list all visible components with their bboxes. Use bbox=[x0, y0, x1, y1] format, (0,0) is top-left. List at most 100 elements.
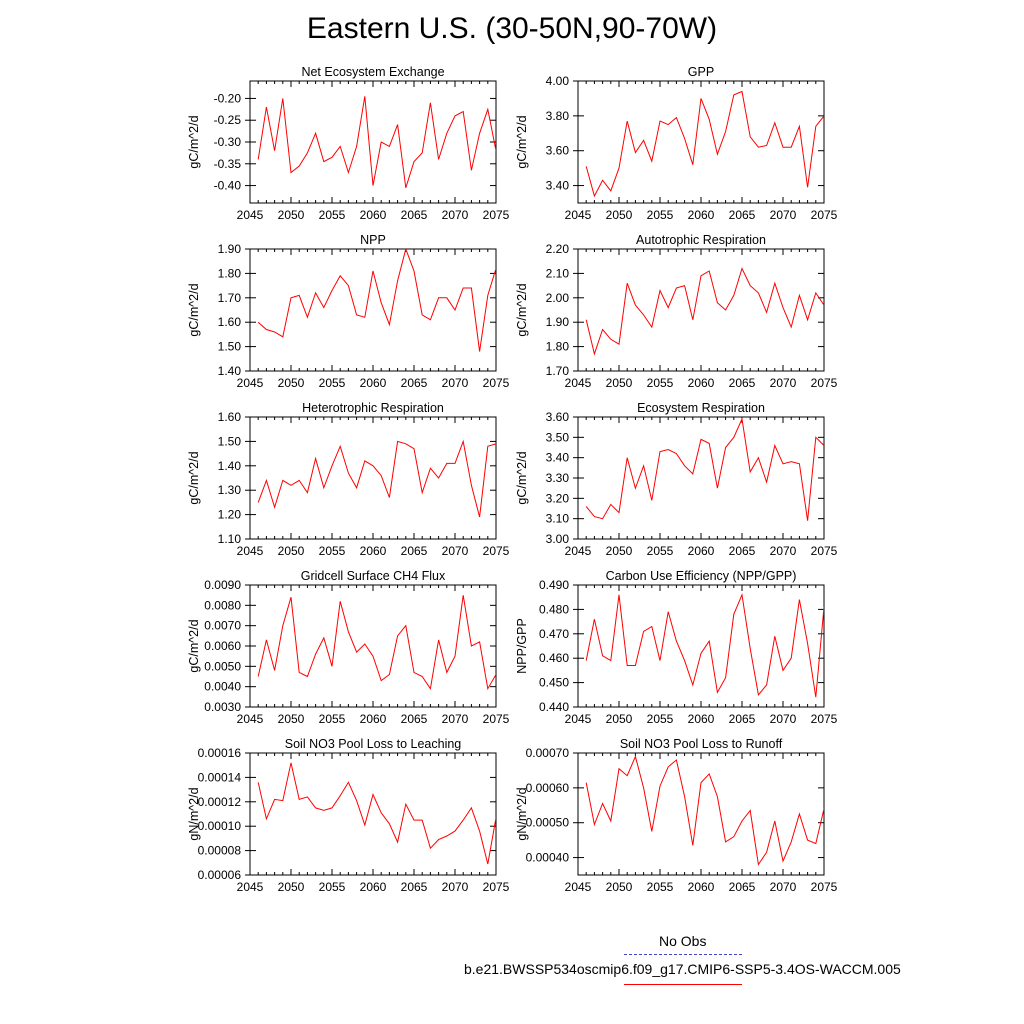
x-tick-label: 2065 bbox=[401, 208, 428, 222]
series-line bbox=[257, 595, 496, 691]
x-tick-label: 2045 bbox=[237, 208, 264, 222]
y-tick-label: 0.00050 bbox=[526, 816, 570, 830]
y-tick-label: 3.60 bbox=[546, 144, 570, 158]
x-tick-label: 2055 bbox=[647, 208, 674, 222]
x-tick-label: 2070 bbox=[770, 208, 797, 222]
legend-obs-line bbox=[624, 954, 742, 955]
x-tick-label: 2070 bbox=[770, 376, 797, 390]
x-tick-label: 2045 bbox=[565, 376, 592, 390]
y-tick-label: 0.0040 bbox=[204, 680, 241, 694]
y-tick-label: 1.80 bbox=[546, 340, 570, 354]
y-tick-label: 0.0070 bbox=[204, 619, 241, 633]
y-tick-label: 0.0060 bbox=[204, 639, 241, 653]
y-tick-label: 1.10 bbox=[218, 532, 242, 546]
series-line bbox=[585, 754, 824, 866]
x-tick-label: 2050 bbox=[606, 712, 633, 726]
plot-frame bbox=[249, 248, 497, 372]
series-line bbox=[257, 439, 496, 518]
y-tick-label: 0.460 bbox=[539, 651, 569, 665]
x-tick-label: 2060 bbox=[688, 712, 715, 726]
y-tick-label: 0.00008 bbox=[198, 844, 242, 858]
x-tick-label: 2055 bbox=[647, 880, 674, 894]
y-tick-label: 1.60 bbox=[218, 315, 242, 329]
x-tick-label: 2070 bbox=[770, 712, 797, 726]
y-axis-label: gC/m^2/d bbox=[187, 451, 201, 504]
x-tick-label: 2050 bbox=[278, 208, 305, 222]
y-tick-label: 3.20 bbox=[546, 491, 570, 505]
y-tick-label: 3.60 bbox=[546, 410, 570, 424]
x-tick-label: 2065 bbox=[401, 712, 428, 726]
chart-title: Autotrophic Respiration bbox=[636, 233, 766, 247]
x-tick-label: 2065 bbox=[401, 544, 428, 558]
x-tick-label: 2075 bbox=[811, 208, 838, 222]
x-tick-label: 2060 bbox=[688, 880, 715, 894]
x-tick-label: 2075 bbox=[811, 712, 838, 726]
page-title: Eastern U.S. (30-50N,90-70W) bbox=[306, 12, 718, 45]
y-tick-label: -0.35 bbox=[214, 157, 242, 171]
x-tick-label: 2045 bbox=[565, 712, 592, 726]
y-axis-label: gC/m^2/d bbox=[187, 283, 201, 336]
x-tick-label: 2075 bbox=[483, 208, 510, 222]
x-tick-label: 2045 bbox=[565, 544, 592, 558]
series-line bbox=[257, 762, 496, 865]
legend: No Obs b.e21.BWSSP534oscmip6.f09_g17.CMI… bbox=[440, 930, 1000, 990]
x-tick-label: 2065 bbox=[729, 880, 756, 894]
y-axis-label: gC/m^2/d bbox=[515, 283, 529, 336]
y-tick-label: 0.440 bbox=[539, 700, 569, 714]
plot-frame bbox=[577, 584, 825, 708]
plot-frame bbox=[577, 416, 825, 540]
y-tick-label: 0.00014 bbox=[198, 770, 242, 784]
y-tick-label: 1.60 bbox=[218, 410, 242, 424]
chart-title: Gridcell Surface CH4 Flux bbox=[301, 569, 446, 583]
x-tick-label: 2050 bbox=[278, 880, 305, 894]
x-tick-label: 2055 bbox=[647, 376, 674, 390]
y-tick-label: -0.20 bbox=[214, 91, 242, 105]
y-tick-label: 0.0090 bbox=[204, 578, 241, 592]
series-line bbox=[585, 267, 824, 356]
y-tick-label: 1.40 bbox=[218, 459, 242, 473]
x-tick-label: 2070 bbox=[442, 712, 469, 726]
y-axis-label: gN/m^2/d bbox=[187, 787, 201, 840]
x-tick-label: 2045 bbox=[565, 208, 592, 222]
x-tick-label: 2075 bbox=[811, 544, 838, 558]
series-line bbox=[585, 90, 824, 198]
y-tick-label: 0.00006 bbox=[198, 868, 242, 882]
y-tick-label: 1.50 bbox=[218, 434, 242, 448]
chart-panel-2: GPP gC/m^2/d 2045 2050 2055 2060 2065 2070 2075 3… bbox=[515, 65, 838, 222]
series-line bbox=[585, 417, 824, 521]
x-tick-label: 2050 bbox=[278, 376, 305, 390]
legend-model-label: b.e21.BWSSP534oscmip6.f09_g17.CMIP6-SSP5… bbox=[464, 961, 901, 977]
x-tick-label: 2050 bbox=[278, 712, 305, 726]
y-tick-label: 0.0050 bbox=[204, 659, 241, 673]
y-tick-label: 1.30 bbox=[218, 483, 242, 497]
y-tick-label: 0.00016 bbox=[198, 746, 242, 760]
x-tick-label: 2060 bbox=[360, 544, 387, 558]
legend-obs-label: No Obs bbox=[659, 933, 707, 949]
x-tick-label: 2070 bbox=[442, 544, 469, 558]
x-tick-label: 2075 bbox=[811, 376, 838, 390]
chart-panel-1: Net Ecosystem Exchange gC/m^2/d 2045 2050 20… bbox=[187, 65, 510, 222]
y-tick-label: 1.50 bbox=[218, 340, 242, 354]
y-tick-label: 0.00010 bbox=[198, 819, 242, 833]
y-tick-label: 1.90 bbox=[546, 315, 570, 329]
x-tick-label: 2060 bbox=[688, 376, 715, 390]
plot-frame bbox=[577, 248, 825, 372]
x-tick-label: 2060 bbox=[688, 208, 715, 222]
y-tick-label: 3.40 bbox=[546, 451, 570, 465]
y-tick-label: 0.00060 bbox=[526, 781, 570, 795]
x-tick-label: 2050 bbox=[606, 880, 633, 894]
chart-panel-10: Soil NO3 Pool Loss to Runoff gN/m^2/d 2045… bbox=[515, 737, 838, 894]
x-tick-label: 2075 bbox=[811, 880, 838, 894]
y-tick-label: 1.90 bbox=[218, 242, 242, 256]
chart-title: Soil NO3 Pool Loss to Runoff bbox=[620, 737, 783, 751]
x-tick-label: 2055 bbox=[647, 712, 674, 726]
x-tick-label: 2070 bbox=[442, 208, 469, 222]
x-tick-label: 2070 bbox=[770, 544, 797, 558]
chart-panel-4: Autotrophic Respiration gC/m^2/d 2045 2050 2… bbox=[515, 233, 838, 390]
plot-frame bbox=[249, 752, 497, 876]
y-tick-label: 2.10 bbox=[546, 266, 570, 280]
x-tick-label: 2055 bbox=[319, 712, 346, 726]
series-line bbox=[257, 96, 496, 188]
y-tick-label: 0.450 bbox=[539, 676, 569, 690]
y-tick-label: 0.00012 bbox=[198, 795, 242, 809]
